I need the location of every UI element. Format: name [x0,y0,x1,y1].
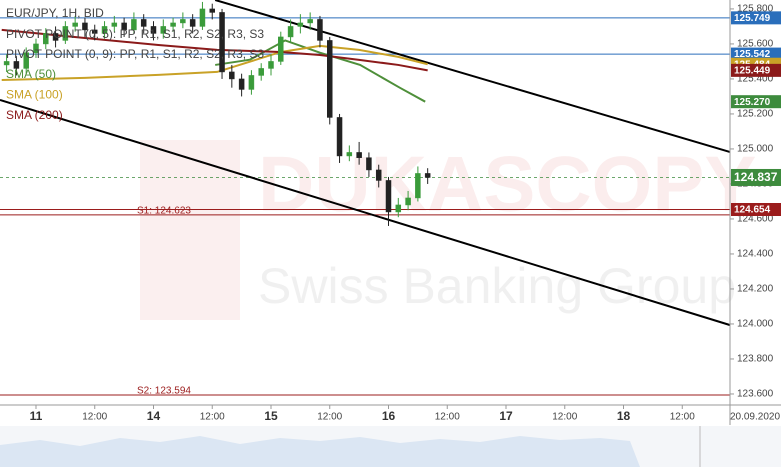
x-tick-label: 18 [617,409,631,423]
candle-body [317,19,323,41]
candle-body [3,61,10,66]
legend-entry: SMA (100) [6,88,63,102]
candle-body [23,52,29,69]
navigator-area [0,436,640,467]
candle-body [43,33,49,45]
pivot-label: S1: 124.623 [137,206,191,217]
candle-body [33,43,39,53]
y-tick-label: 125.400 [737,74,774,85]
candle-body [180,19,186,24]
price-tag-label: 125.542 [734,49,771,60]
x-tick-label: 11 [30,409,43,423]
candle-body [160,26,167,34]
candle-body [219,12,225,73]
x-tick-label: 12:00 [82,412,107,423]
candle-body [326,40,333,118]
x-tick-label: 12:00 [670,412,695,423]
instrument-label: EUR/JPY, 1H, BID [6,6,104,20]
candle-body [131,19,137,31]
candle-body [307,19,313,24]
pivot-label: S2: 123.594 [137,386,191,397]
y-tick-label: 123.800 [737,354,774,365]
candle-body [366,157,372,171]
y-tick-label: 125.800 [737,4,774,15]
x-tick-label: 12:00 [317,412,342,423]
watermark-logo [140,140,240,320]
indicator-label: PIVOT POINT (0, 9): PP, R1, S1, R2, S2, … [6,47,264,61]
price-tag [731,203,781,217]
candle-body [101,26,108,34]
price-tag-label: 125.449 [734,65,771,76]
price-tag [731,47,781,61]
price-tag-label: 124.654 [734,205,771,216]
candle-body [336,117,343,157]
candle-body [375,169,382,181]
candle-body [248,75,255,90]
candle-body [111,22,118,27]
y-tick-label: 123.600 [737,389,774,400]
x-tick-label: 12:00 [552,412,577,423]
candle-body [140,19,147,27]
candle-body [209,8,215,13]
price-tag [731,168,781,186]
moving-average-line [215,39,426,103]
candle-body [415,173,421,199]
plot-area: S1: 124.623 S2: 123.594 [0,0,731,397]
price-tag [731,63,781,77]
y-tick-label: 124.400 [737,249,774,260]
candle-body [346,152,353,157]
x-tick-label: 14 [147,409,161,423]
candle-body [385,180,392,213]
y-tick-label: 124.000 [737,319,774,330]
x-tick-label: 12:00 [200,412,225,423]
candle-body [13,61,20,69]
candle-body [297,22,304,27]
candle-body [287,26,294,38]
legend-entry: SMA (50) [6,67,56,81]
price-tag [731,11,781,25]
price-tag-label: 125.270 [734,97,771,108]
watermark-brand: DUKASCOPY [258,140,756,228]
legend: EUR/JPY, 1H, BID PIVOT POINT (0, 5): PP,… [6,6,264,122]
candle-body [395,204,402,213]
trend-line [0,98,731,326]
watermark-tagline: Swiss Banking Group [258,258,736,314]
price-tag-label: 125.749 [734,13,771,24]
legend-entry: SMA (200) [6,108,63,122]
candle-body [199,8,206,27]
price-tag [731,95,781,109]
candle-body [258,68,264,76]
candle-body [278,36,284,62]
candle-body [424,173,431,178]
candle-body [91,29,98,34]
candle-body [238,78,245,90]
candle-body [52,33,59,41]
date-label: 20.09.2020 [730,412,780,423]
y-tick-label: 124.600 [737,214,774,225]
y-tick-label: 125.600 [737,39,774,50]
price-tag-label: 124.837 [734,170,778,184]
x-tick-label: 16 [382,409,396,423]
navigator [0,426,781,467]
candle-body [72,22,78,27]
y-tick-label: 124.200 [737,284,774,295]
candle-body [405,197,411,206]
x-tick-label: 12:00 [435,412,460,423]
candle-body [82,22,88,31]
candle-body [170,22,176,27]
candle-body [189,19,196,27]
x-tick-label: 17 [499,409,513,423]
candle-body [121,22,127,31]
x-tick-label: 15 [264,409,278,423]
candle-body [62,26,69,41]
candle-body [356,152,362,158]
candle-body [229,71,235,80]
y-tick-label: 125.000 [737,144,774,155]
candle-body [268,61,274,69]
indicator-label: PIVOT POINT (0, 5): PP, R1, S1, R2, S2, … [6,27,264,41]
candle-body [150,26,157,34]
y-tick-label: 125.200 [737,109,774,120]
